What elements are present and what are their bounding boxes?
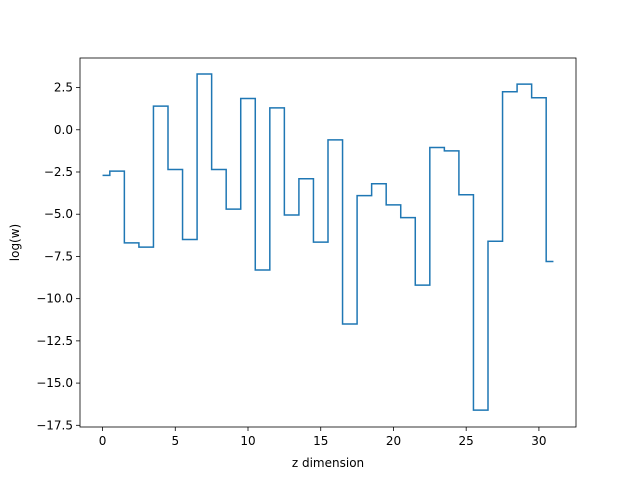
series-line <box>102 73 554 411</box>
x-axis-label: z dimension <box>292 456 364 470</box>
y-tick-label: −12.5 <box>36 334 73 348</box>
x-tick-label: 30 <box>531 434 546 448</box>
y-tick-label: −7.5 <box>44 249 73 263</box>
x-tick-label: 20 <box>386 434 401 448</box>
y-axis-label: log(w) <box>8 224 22 261</box>
y-ticks: 2.5 0.0 −2.5 −5.0 −7.5 −10.0 −12.5 −15.0 −17.5 <box>36 81 80 432</box>
x-tick-label: 5 <box>171 434 179 448</box>
y-tick-label: −10.0 <box>36 292 73 306</box>
x-tick-label: 25 <box>459 434 474 448</box>
y-tick-label: 2.5 <box>54 81 73 95</box>
x-tick-label: 10 <box>240 434 255 448</box>
plot-frame <box>79 57 577 428</box>
y-tick-label: −2.5 <box>44 165 73 179</box>
y-tick-label: −15.0 <box>36 376 73 390</box>
x-ticks: 0 5 10 15 20 25 30 <box>99 427 547 448</box>
y-tick-label: −17.5 <box>36 418 73 432</box>
y-tick-label: 0.0 <box>54 123 73 137</box>
x-tick-label: 15 <box>313 434 328 448</box>
x-tick-label: 0 <box>99 434 107 448</box>
y-tick-label: −5.0 <box>44 207 73 221</box>
